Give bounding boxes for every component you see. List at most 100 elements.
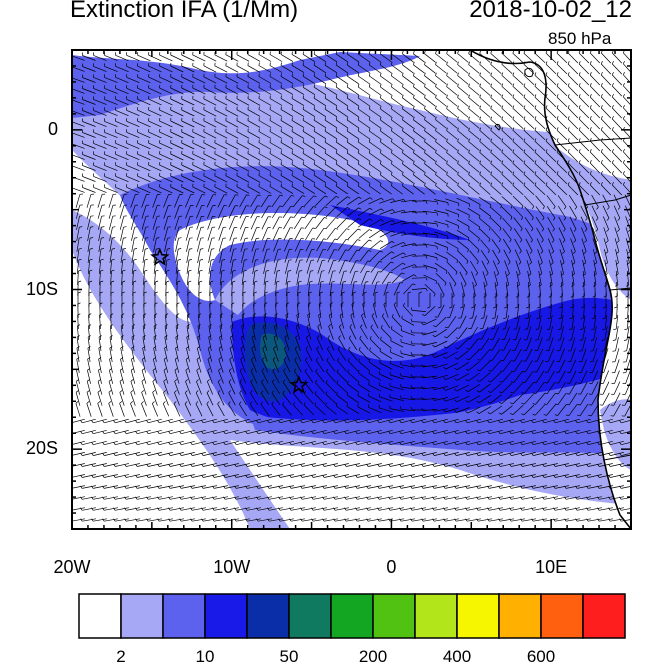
wind-barb	[258, 429, 272, 435]
wind-barb	[225, 142, 239, 150]
wind-barb-flag	[222, 248, 226, 250]
wind-barb-flag	[597, 485, 600, 489]
wind-barb-flag	[347, 369, 350, 373]
wind-barb-flag	[272, 379, 275, 383]
wind-barb	[446, 108, 458, 118]
wind-barb	[527, 271, 531, 285]
wind-barb-flag	[355, 485, 358, 489]
wind-barb	[468, 163, 480, 173]
wind-barb	[516, 281, 520, 297]
wind-barb	[164, 260, 168, 274]
wind-barb	[148, 485, 162, 489]
wind-barb-flag	[432, 397, 435, 401]
wind-barb-flag	[365, 281, 369, 283]
wind-barb	[76, 359, 80, 373]
wind-barb-flag	[366, 442, 369, 445]
wind-barb	[401, 243, 415, 247]
wind-barb	[513, 217, 523, 229]
wind-barb-flag	[124, 485, 127, 489]
wind-barb-flag	[379, 116, 382, 120]
wind-barb-flag	[617, 207, 621, 210]
wind-barb	[196, 216, 202, 230]
wind-barb	[315, 360, 325, 372]
wind-barb	[326, 217, 336, 229]
wind-barb	[501, 119, 513, 129]
colorbar-label: 2	[116, 647, 126, 666]
wind-barb	[203, 98, 217, 106]
wind-barb	[185, 227, 191, 241]
wind-barb-flag	[80, 431, 83, 434]
wind-barb	[445, 474, 459, 478]
wind-barb	[119, 370, 125, 384]
wind-barb	[126, 429, 140, 435]
wind-barb	[534, 85, 546, 97]
wind-barb	[611, 173, 623, 185]
wind-barb-flag	[457, 138, 459, 142]
wind-barb	[379, 429, 393, 435]
wind-barb	[236, 496, 250, 500]
wind-barb	[313, 518, 327, 522]
wind-barb-flag	[520, 496, 523, 500]
wind-barb-flag	[111, 280, 115, 283]
wind-barb-flag	[300, 507, 303, 511]
wind-barb-flag	[335, 161, 338, 165]
wind-barb	[346, 518, 360, 522]
wind-barb	[512, 108, 524, 118]
wind-barb	[380, 97, 392, 107]
wind-barb	[603, 359, 609, 373]
wind-barb	[247, 186, 261, 194]
wind-barb-flag	[354, 281, 358, 283]
wind-barb-flag	[239, 401, 242, 405]
wind-barb	[479, 163, 491, 173]
wind-barb-flag	[355, 474, 358, 478]
wind-barb-flag	[291, 172, 293, 176]
wind-barb	[206, 381, 214, 395]
wind-barb	[272, 370, 280, 384]
wind-barb-flag	[410, 384, 413, 389]
wind-barb	[283, 216, 291, 230]
wind-barb	[501, 185, 513, 195]
wind-barb	[126, 496, 140, 500]
wind-barb	[566, 429, 580, 435]
wind-barb-flag	[600, 72, 603, 76]
wind-barb	[82, 452, 96, 456]
wind-barb	[159, 463, 173, 467]
wind-barb	[381, 271, 391, 285]
wind-barb	[350, 315, 356, 329]
wind-barb	[434, 363, 448, 369]
wind-barb-flag	[152, 401, 155, 404]
field-clean-south	[72, 250, 250, 529]
wind-barb	[569, 359, 577, 373]
wind-barb-flag	[346, 84, 349, 88]
wind-barb-flag	[402, 138, 404, 142]
wind-barb-flag	[490, 138, 493, 142]
wind-barb	[500, 518, 514, 522]
wind-barb-flag	[349, 324, 353, 327]
wind-barb-flag	[468, 83, 470, 87]
wind-barb	[203, 76, 217, 84]
wind-barb-flag	[607, 206, 610, 210]
wind-barb	[592, 249, 598, 263]
wind-barb-flag	[575, 420, 578, 424]
wind-barb-flag	[413, 182, 415, 186]
wind-barb-flag	[534, 127, 537, 131]
wind-barb-flag	[608, 496, 611, 500]
wind-barb-flag	[190, 420, 193, 424]
wind-barb-flag	[619, 420, 622, 424]
wind-barb	[184, 194, 192, 208]
wind-barb	[225, 131, 239, 139]
wind-barb-flag	[553, 420, 556, 424]
wind-barb	[258, 474, 272, 478]
wind-barb	[115, 186, 129, 194]
field-clean-west	[72, 150, 200, 322]
wind-barb-flag	[451, 295, 455, 298]
field-clean-south2	[230, 440, 631, 529]
wind-barb	[269, 474, 283, 478]
wind-barb	[460, 282, 466, 296]
wind-barb	[115, 131, 129, 139]
wind-barb	[295, 326, 301, 340]
wind-barb	[261, 205, 269, 219]
wind-barb-flag	[290, 205, 294, 208]
wind-barb-flag	[146, 431, 149, 434]
wind-barb-flag	[324, 128, 327, 132]
